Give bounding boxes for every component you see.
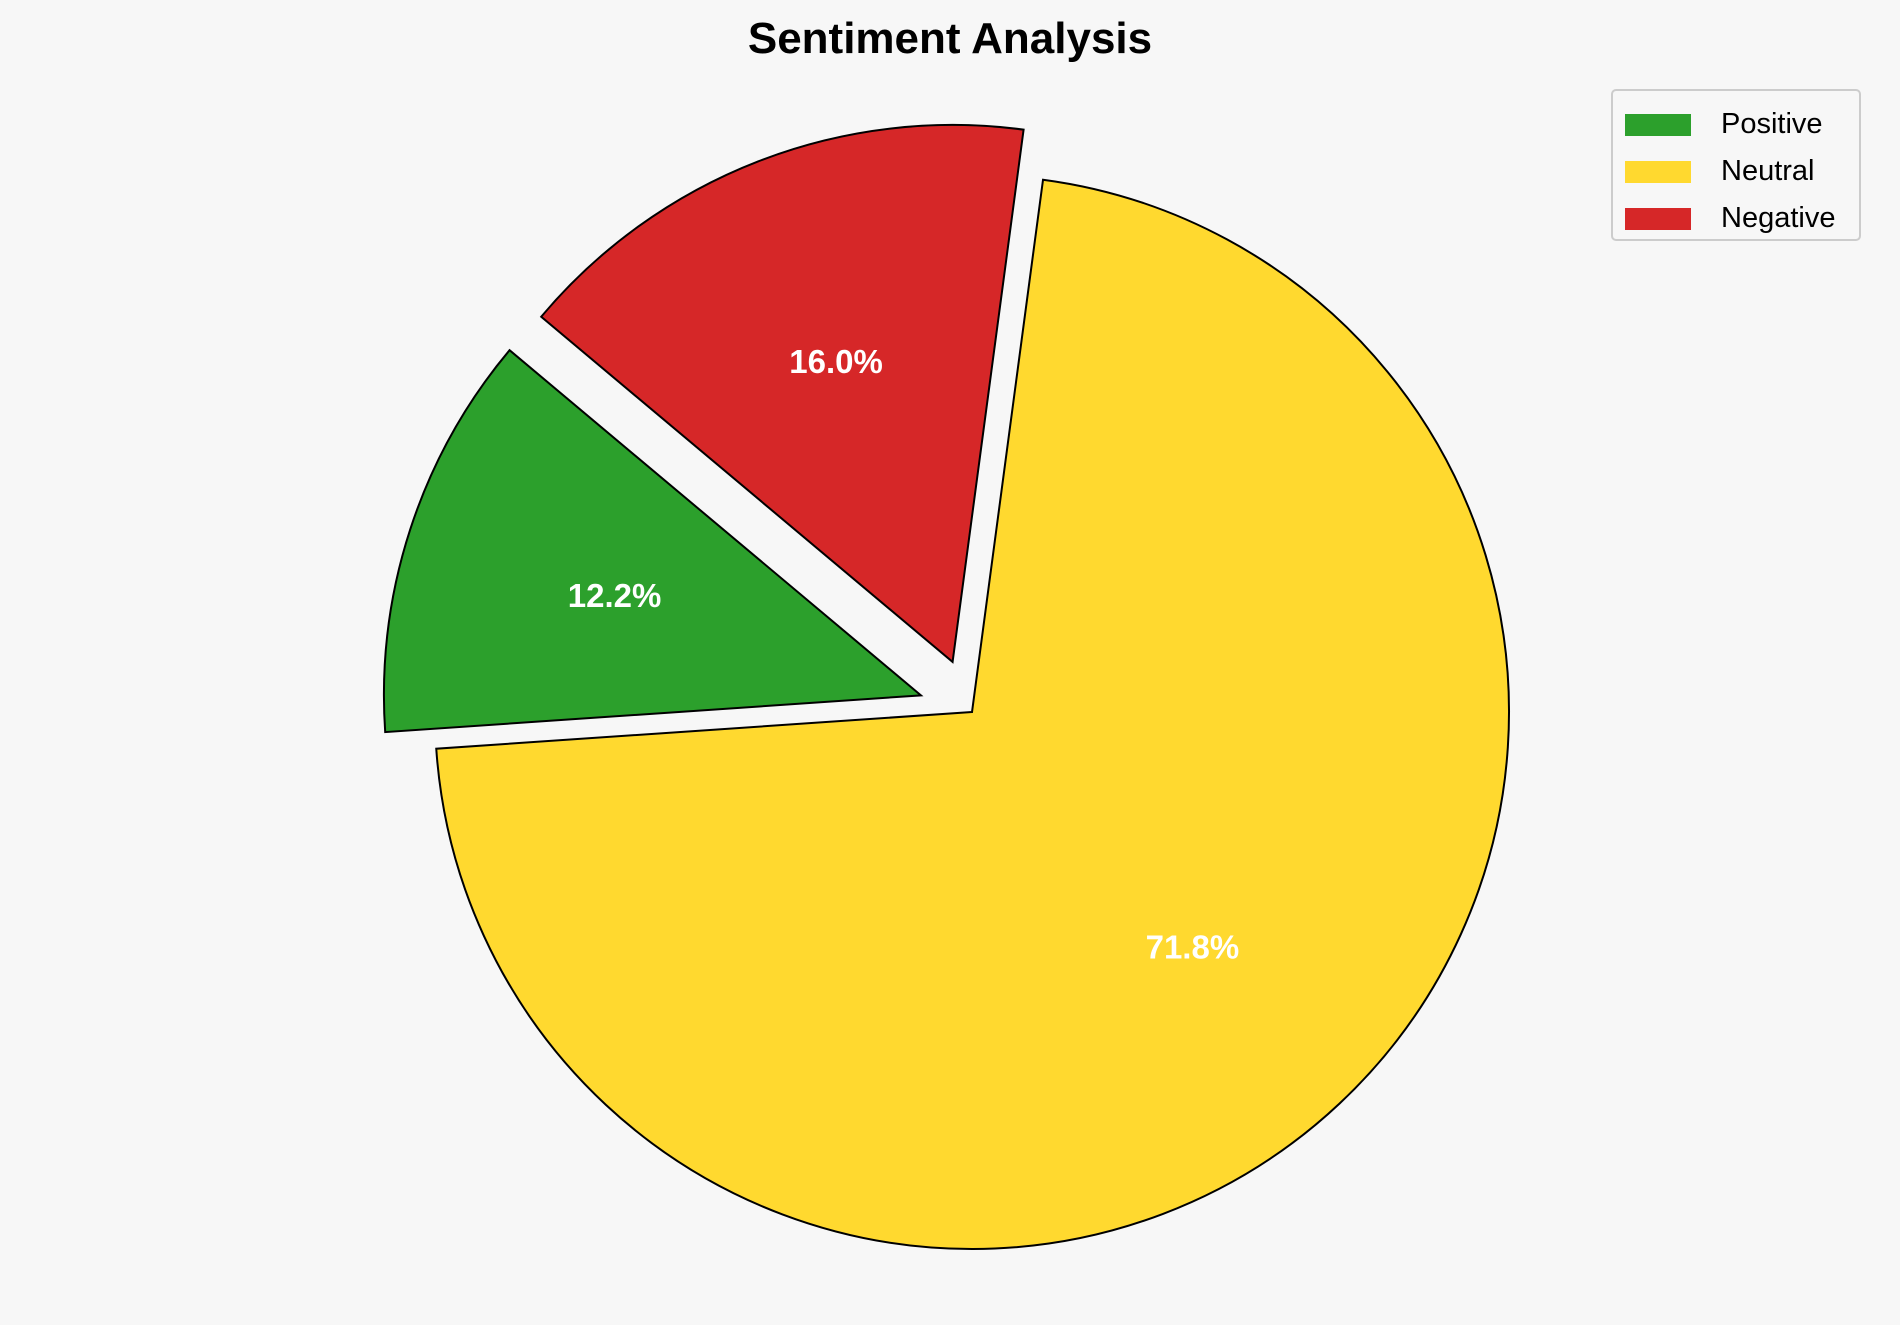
slice-label-positive: 12.2% — [568, 577, 662, 614]
legend-swatch — [1625, 113, 1691, 136]
pie-slice-negative — [539, 123, 1025, 664]
chart-title: Sentiment Analysis — [747, 14, 1153, 63]
legend-item-negative: Negative — [1625, 195, 1847, 242]
slice-label-negative: 16.0% — [789, 343, 883, 380]
legend-label: Positive — [1721, 108, 1823, 140]
pie-slice-neutral — [435, 178, 1510, 1250]
slice-label-neutral: 71.8% — [1146, 929, 1240, 966]
legend-swatch — [1625, 160, 1691, 183]
legend-swatch — [1625, 207, 1691, 230]
legend-item-neutral: Neutral — [1625, 148, 1847, 195]
legend-label: Negative — [1721, 202, 1836, 234]
legend: Positive Neutral Negative — [1611, 89, 1861, 241]
legend-item-positive: Positive — [1625, 101, 1847, 148]
pie-slice-positive — [382, 348, 924, 734]
legend-label: Neutral — [1721, 155, 1815, 187]
